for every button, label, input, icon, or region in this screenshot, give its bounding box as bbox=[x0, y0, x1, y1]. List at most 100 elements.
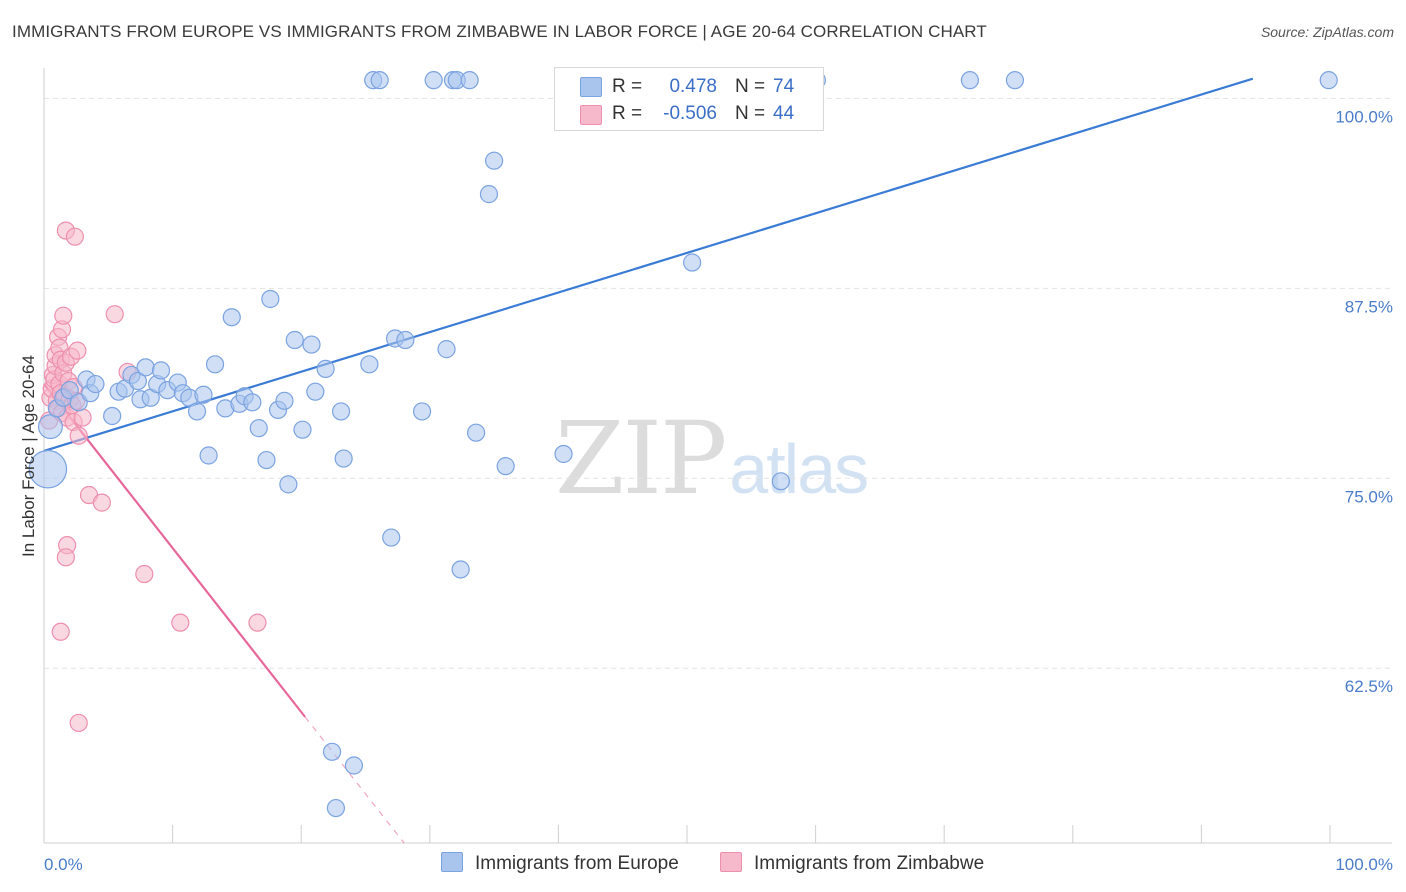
europe-point bbox=[279, 475, 298, 494]
europe-point bbox=[187, 402, 207, 421]
legend-n-label: N = bbox=[735, 76, 766, 97]
y-axis-title: In Labor Force | Age 20-64 bbox=[19, 355, 38, 557]
zimbabwe-points bbox=[40, 221, 267, 733]
y-tick-label: 87.5% bbox=[1345, 297, 1393, 316]
legend-row-zimbabwe: R = -0.506 N = 44 bbox=[555, 100, 823, 128]
zimbabwe-trend-line bbox=[43, 383, 306, 718]
x-tick-label: 100.0% bbox=[1335, 855, 1393, 874]
y-tick-label: 100.0% bbox=[1335, 107, 1393, 126]
bottom-legend-europe: Immigrants from Europe bbox=[441, 852, 679, 875]
europe-point bbox=[261, 289, 280, 309]
zimbabwe-point bbox=[54, 306, 73, 325]
europe-point bbox=[275, 391, 294, 410]
x-tick-label: 0.0% bbox=[44, 855, 83, 874]
chart-title: IMMIGRANTS FROM EUROPE VS IMMIGRANTS FRO… bbox=[12, 22, 987, 41]
europe-point bbox=[37, 414, 63, 440]
europe-point bbox=[331, 402, 351, 421]
europe-trend-line bbox=[43, 77, 1254, 452]
legend-n-value: 74 bbox=[773, 76, 795, 97]
axes bbox=[43, 68, 1392, 844]
europe-point bbox=[554, 444, 573, 464]
legend-r-value: -0.506 bbox=[663, 103, 717, 124]
europe-point bbox=[257, 450, 276, 470]
zimbabwe-trend-extension bbox=[304, 716, 405, 844]
europe-point bbox=[151, 361, 171, 380]
europe-point bbox=[136, 358, 155, 377]
europe-point bbox=[1005, 71, 1025, 90]
europe-point bbox=[360, 355, 379, 374]
europe-point bbox=[243, 393, 262, 412]
europe-point bbox=[222, 308, 241, 327]
europe-point bbox=[103, 406, 122, 426]
legend-swatch-europe bbox=[580, 77, 602, 97]
europe-point bbox=[60, 381, 79, 400]
legend-r-label: R = bbox=[612, 103, 643, 124]
europe-point bbox=[322, 742, 342, 761]
zimbabwe-point bbox=[56, 548, 75, 567]
europe-point bbox=[344, 756, 364, 775]
europe-point bbox=[460, 71, 479, 90]
europe-point bbox=[302, 335, 321, 354]
zimbabwe-point bbox=[105, 305, 124, 324]
y-tick-label: 75.0% bbox=[1345, 487, 1393, 506]
europe-point bbox=[485, 151, 504, 170]
zimbabwe-point bbox=[135, 564, 154, 584]
watermark: ZIPatlas bbox=[555, 400, 869, 517]
bottom-legend-swatch-europe bbox=[441, 852, 463, 872]
europe-point bbox=[424, 71, 443, 90]
legend-n-value: 44 bbox=[773, 103, 795, 124]
legend-n-label: N = bbox=[735, 103, 766, 124]
europe-point bbox=[249, 419, 268, 438]
europe-point bbox=[466, 423, 486, 442]
europe-point bbox=[285, 330, 304, 350]
europe-point bbox=[370, 71, 389, 90]
europe-point bbox=[382, 528, 401, 547]
zimbabwe-point bbox=[69, 426, 88, 445]
europe-point bbox=[293, 420, 312, 439]
europe-point bbox=[326, 798, 346, 818]
europe-point bbox=[316, 359, 335, 378]
legend-row-europe: R = 0.478 N = 74 bbox=[555, 72, 823, 100]
europe-points bbox=[28, 71, 1338, 818]
europe-point bbox=[683, 253, 702, 272]
source-note: Source: ZipAtlas.com bbox=[1260, 24, 1394, 40]
bottom-legend-label-zimbabwe: Immigrants from Zimbabwe bbox=[754, 853, 985, 874]
zimbabwe-point bbox=[92, 493, 111, 512]
correlation-legend: R = 0.478 N = 74 R = -0.506 N = 44 bbox=[554, 67, 824, 131]
watermark-atlas: atlas bbox=[729, 430, 869, 508]
zimbabwe-point bbox=[171, 613, 190, 632]
zimbabwe-point bbox=[73, 408, 92, 427]
grid-lines bbox=[44, 97, 1392, 669]
axis-labels: 62.5% 75.0% 87.5% 100.0% 0.0% 100.0% In Labor … bbox=[19, 107, 1393, 874]
zimbabwe-point bbox=[69, 713, 88, 733]
europe-point bbox=[479, 185, 499, 204]
europe-point bbox=[306, 382, 325, 401]
bottom-legend-swatch-zimbabwe bbox=[720, 852, 742, 872]
trend-lines bbox=[43, 77, 1254, 844]
europe-point bbox=[199, 446, 218, 465]
europe-point bbox=[1319, 71, 1338, 90]
zimbabwe-point bbox=[65, 227, 84, 246]
zimbabwe-point bbox=[248, 613, 267, 632]
europe-point bbox=[194, 385, 213, 404]
europe-point bbox=[128, 371, 147, 391]
europe-point bbox=[451, 560, 470, 579]
legend-r-value: 0.478 bbox=[669, 76, 717, 97]
europe-point bbox=[205, 355, 225, 374]
bottom-legend-label-europe: Immigrants from Europe bbox=[475, 853, 679, 874]
legend-swatch-zimbabwe bbox=[580, 105, 602, 125]
bottom-legend-zimbabwe: Immigrants from Zimbabwe bbox=[720, 852, 984, 875]
watermark-zip: ZIP bbox=[555, 400, 727, 517]
europe-point bbox=[496, 457, 515, 476]
zimbabwe-point bbox=[68, 341, 87, 360]
zimbabwe-point bbox=[51, 622, 70, 641]
europe-point bbox=[437, 340, 456, 359]
europe-point bbox=[412, 402, 432, 421]
europe-point bbox=[86, 374, 105, 394]
y-tick-label: 62.5% bbox=[1345, 677, 1393, 696]
legend-r-label: R = bbox=[612, 76, 643, 97]
europe-point bbox=[396, 330, 415, 350]
europe-point bbox=[771, 472, 790, 491]
europe-point bbox=[960, 71, 980, 90]
